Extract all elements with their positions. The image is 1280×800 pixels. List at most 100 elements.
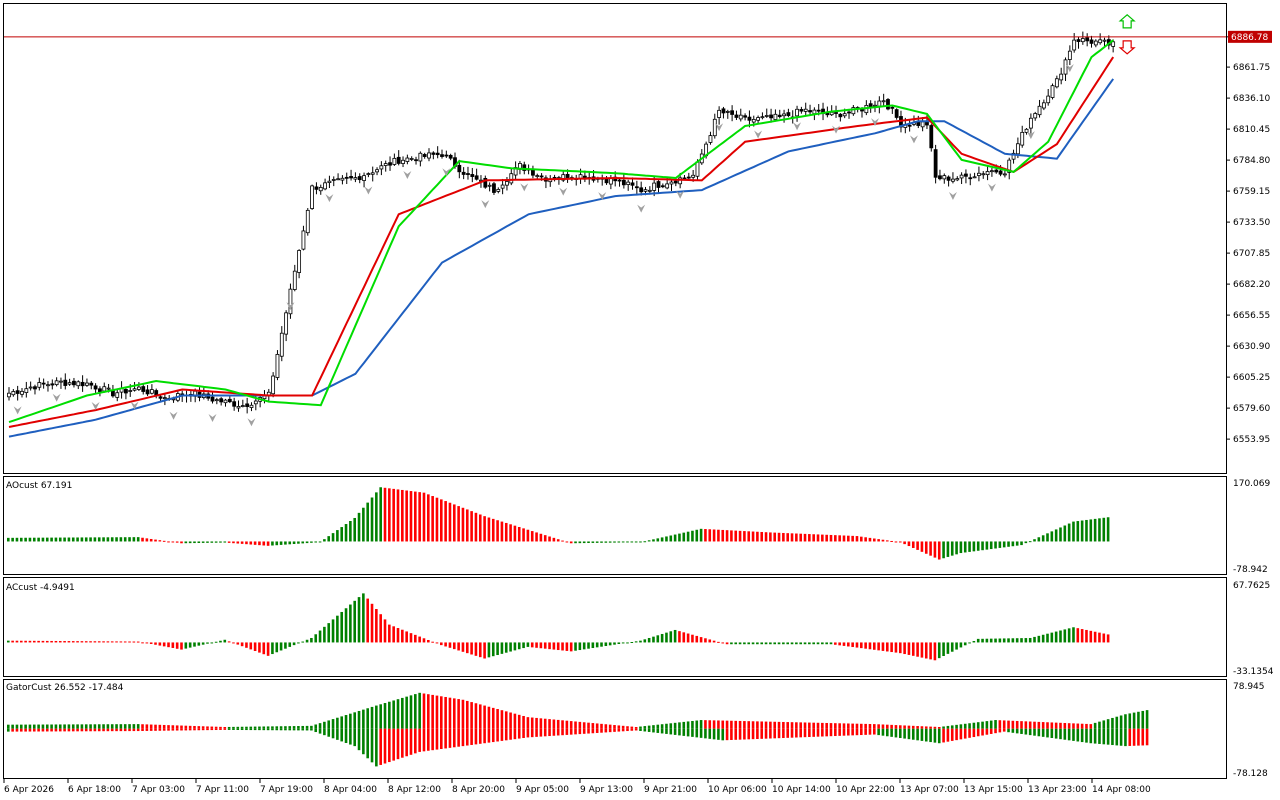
ao-bar [972,541,976,552]
ao-bar [214,541,218,543]
gator-upper-bar [279,726,283,729]
ac-bar [314,634,318,643]
candle [28,381,33,391]
gator-upper-bar [54,724,58,729]
gator-upper-bar [45,724,49,729]
candle-body [786,112,791,116]
gator-upper-bar [288,726,292,729]
ac-bar [868,642,872,650]
gator-lower-bar [734,728,738,740]
fractal-down-icon [91,401,100,410]
gator-lower-bar [959,728,963,740]
gator-lower-bar [474,728,478,745]
gator-upper-bar [777,721,781,729]
ao-bar [452,504,456,542]
ac-bar [136,641,140,643]
ac-bar [145,642,149,644]
candle-body [977,172,981,176]
gator-lower-bar [314,728,318,733]
price-tick-label: 6579.60 [1233,404,1270,414]
candle [33,384,37,395]
gator-lower-bar [223,728,227,730]
ao-bar [491,518,495,542]
gator-upper-bar [1011,720,1015,729]
ac-bar [180,642,183,650]
candle [249,402,254,412]
gator-upper-bar [383,703,387,729]
ao-bar [7,537,10,542]
ac-bar [911,642,915,656]
fractal-down-icon [559,187,568,196]
gator-lower-bar [340,728,344,742]
candle [357,173,362,184]
ao-bar [937,541,941,560]
ac-bar [344,608,348,643]
candle-body [959,174,964,179]
candle [626,179,631,191]
gator-lower-bar [994,728,997,734]
gator-lower-bar [331,728,335,739]
candle [20,388,24,398]
gator-lower-bar [539,728,543,737]
ao-bar [1002,541,1006,548]
candle [660,183,665,189]
ac-bar [375,608,378,643]
gator-lower-bar [97,728,101,732]
gator-upper-bar [15,724,19,729]
ao-bar [15,537,19,542]
ao-bar [730,530,733,542]
candle-body [158,396,163,399]
candle [799,106,804,114]
ao-bar [959,541,963,554]
gator-upper-bar [1085,723,1088,729]
gator-upper-bar [1115,716,1119,729]
candle-body [98,388,102,392]
gator-lower-bar [102,728,105,732]
gator-upper-bar [37,724,40,729]
candle [271,372,276,398]
gator-upper-bar [522,715,525,729]
ao-bar [1037,537,1041,542]
ao-bar [284,541,287,545]
ac-bar [167,642,170,648]
candle-body [751,118,756,123]
candle [353,172,358,183]
price-tick-label: 6733.50 [1233,218,1270,228]
ao-bar [344,524,348,542]
candle-body [933,149,938,178]
gator-lower-bar [665,728,668,734]
time-tick-label: 9 Apr 05:00 [516,785,569,795]
candle [972,172,977,179]
ac-bar [1046,633,1049,643]
ao-bar [760,531,764,542]
candle [310,184,315,210]
ac-bar [621,642,625,644]
gator-lower-bar [777,728,781,739]
candle-body [353,177,358,180]
ao-bar [253,541,257,545]
gator-lower-bar [950,728,954,741]
candle [59,377,63,389]
ao-bar [141,537,144,542]
ac-bar [842,642,846,646]
fractal-down-icon [598,192,607,201]
arrow-down-icon [1118,40,1136,55]
gator-lower-bar [54,728,58,732]
candle-body [128,390,133,392]
gator-lower-bar [119,728,123,732]
ac-bar [422,638,426,643]
main-price-panel[interactable] [4,14,1226,438]
candle-body [15,390,20,394]
ao-bar [249,541,253,545]
gator-upper-bar [193,725,196,729]
gator-upper-bar [171,725,175,729]
gator-upper-bar [63,724,66,729]
candle [448,153,453,161]
gator-upper-bar [920,726,924,729]
gator-upper-bar [950,725,954,729]
ac-bar [812,642,815,645]
candle [76,380,81,390]
candle [210,391,215,404]
ac-bar [877,642,880,651]
